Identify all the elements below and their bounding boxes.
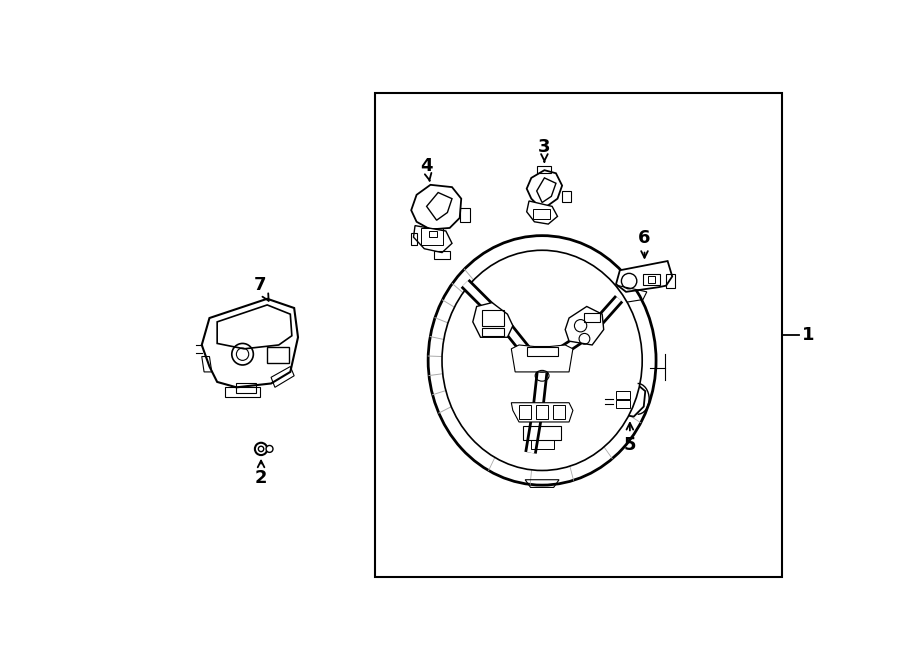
Polygon shape [511,345,573,372]
Polygon shape [427,192,452,220]
Bar [643,274,660,285]
Bar [584,313,599,322]
Bar [616,391,630,399]
Ellipse shape [428,235,656,485]
Polygon shape [526,201,557,224]
Polygon shape [613,383,645,416]
Ellipse shape [255,443,267,455]
Ellipse shape [442,251,643,471]
Bar [429,231,436,237]
Polygon shape [616,261,672,292]
Polygon shape [526,170,562,206]
Text: 6: 6 [638,229,651,258]
Polygon shape [413,225,452,253]
Text: 1: 1 [802,326,814,344]
Polygon shape [472,303,513,337]
Bar [460,208,471,222]
Bar [530,440,554,449]
Polygon shape [511,403,573,422]
Bar [225,387,259,397]
Polygon shape [565,307,604,345]
Bar [482,310,504,326]
Bar [648,276,655,283]
Bar [533,209,550,219]
Bar [411,233,418,245]
Bar [553,405,565,419]
Bar [375,93,781,577]
Polygon shape [536,178,556,202]
Bar [482,328,504,336]
Bar [435,251,450,258]
Text: 3: 3 [538,138,551,162]
Bar [616,401,630,408]
Bar [526,346,557,356]
Bar [536,165,551,173]
Bar [267,346,289,364]
Text: 4: 4 [420,157,433,181]
Text: 5: 5 [624,423,636,454]
Bar [523,426,562,440]
Polygon shape [202,299,298,387]
Bar [519,405,531,419]
Text: 2: 2 [255,461,267,487]
Text: 7: 7 [253,276,269,301]
Polygon shape [411,185,461,229]
Bar [562,191,572,202]
Bar [666,274,675,288]
Ellipse shape [531,349,554,372]
Polygon shape [217,305,292,349]
Ellipse shape [266,446,273,452]
Bar [421,228,443,245]
Bar [536,405,548,419]
